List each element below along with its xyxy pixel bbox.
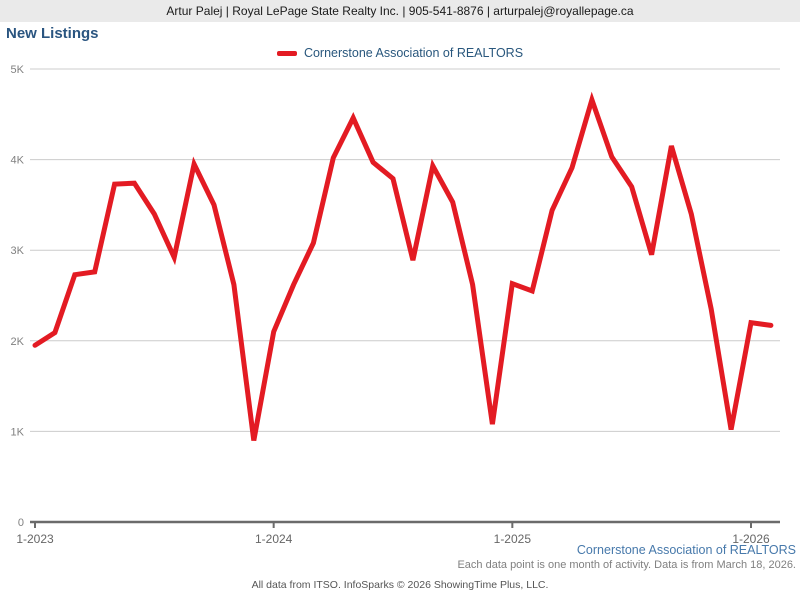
x-axis-tick-label: 1-2024 bbox=[255, 532, 293, 546]
y-axis-tick-label: 0 bbox=[18, 517, 24, 529]
source-link[interactable]: Cornerstone Association of REALTORS bbox=[576, 543, 796, 557]
series-line[interactable] bbox=[32, 91, 774, 441]
x-axis-tick-label: 1-2025 bbox=[494, 532, 532, 546]
page-title: New Listings bbox=[6, 25, 99, 42]
chart-svg[interactable]: 0 1K 2K 3K 4K 5K 1-2023 1-2024 1-2025 1-2026 bbox=[0, 60, 800, 560]
data-note: Each data point is one month of activity… bbox=[457, 559, 796, 571]
contact-header: Artur Palej | Royal LePage State Realty … bbox=[0, 0, 800, 22]
x-axis-tick-label: 1-2023 bbox=[16, 532, 54, 546]
y-axis-tick-label: 3K bbox=[11, 245, 25, 257]
y-axis-tick-label: 1K bbox=[11, 426, 25, 438]
y-axis-tick-label: 5K bbox=[11, 64, 25, 76]
legend-line-swatch-icon bbox=[276, 50, 297, 56]
chart-legend[interactable]: Cornerstone Association of REALTORS bbox=[0, 46, 800, 60]
legend-series-label: Cornerstone Association of REALTORS bbox=[303, 46, 524, 60]
x-axis-tick-label: 1-2026 bbox=[732, 532, 770, 546]
line-chart[interactable]: 0 1K 2K 3K 4K 5K 1-2023 1-2024 1-2025 1-2026 bbox=[0, 60, 800, 560]
copyright-credit: All data from ITSO. InfoSparks © 2026 Sh… bbox=[251, 579, 549, 591]
y-axis-tick-label: 4K bbox=[11, 155, 25, 167]
y-axis-tick-label: 2K bbox=[11, 336, 25, 348]
